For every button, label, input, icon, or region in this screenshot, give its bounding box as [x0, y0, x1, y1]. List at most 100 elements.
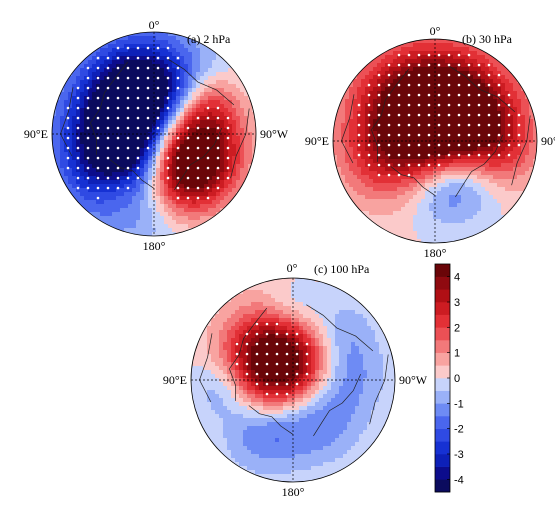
significance-dot — [427, 123, 431, 127]
field-cell — [461, 135, 466, 140]
field-cell — [223, 350, 228, 355]
field-cell — [196, 128, 201, 133]
field-cell — [405, 179, 410, 184]
field-cell — [195, 378, 200, 383]
field-cell — [140, 180, 145, 185]
field-cell — [429, 63, 434, 68]
field-cell — [172, 48, 177, 53]
field-cell — [92, 208, 97, 213]
field-cell — [441, 227, 446, 232]
field-cell — [56, 100, 61, 105]
significance-dot — [367, 163, 371, 167]
field-cell — [473, 151, 478, 156]
field-cell — [160, 160, 165, 165]
field-cell — [409, 151, 414, 156]
field-cell — [56, 144, 61, 149]
field-cell — [220, 176, 225, 181]
field-cell — [469, 187, 474, 192]
field-cell — [132, 112, 137, 117]
field-cell — [401, 83, 406, 88]
field-cell — [156, 176, 161, 181]
field-cell — [244, 96, 249, 101]
field-cell — [236, 184, 241, 189]
field-cell — [397, 207, 402, 212]
field-cell — [116, 120, 121, 125]
field-cell — [369, 199, 374, 204]
field-cell — [405, 83, 410, 88]
field-cell — [357, 199, 362, 204]
significance-dot — [407, 93, 411, 97]
field-cell — [120, 176, 125, 181]
significance-dot — [417, 83, 421, 87]
field-cell — [461, 195, 466, 200]
field-cell — [236, 120, 241, 125]
field-cell — [164, 152, 169, 157]
field-cell — [60, 168, 65, 173]
field-cell — [429, 155, 434, 160]
field-cell — [224, 120, 229, 125]
field-cell — [136, 132, 141, 137]
field-cell — [413, 167, 418, 172]
field-cell — [513, 131, 518, 136]
significance-dot — [86, 186, 90, 190]
field-cell — [68, 76, 73, 81]
field-cell — [176, 160, 181, 165]
field-cell — [72, 96, 77, 101]
field-cell — [208, 220, 213, 225]
field-cell — [445, 59, 450, 64]
field-cell — [184, 232, 189, 236]
field-cell — [361, 171, 366, 176]
field-cell — [56, 108, 61, 113]
significance-dot — [146, 76, 150, 80]
field-cell — [203, 370, 208, 375]
field-cell — [429, 119, 434, 124]
field-cell — [361, 215, 366, 220]
field-cell — [100, 48, 105, 53]
field-cell — [341, 107, 346, 112]
field-cell — [385, 167, 390, 172]
field-cell — [220, 156, 225, 161]
field-cell — [433, 223, 438, 228]
field-cell — [192, 128, 197, 133]
field-cell — [156, 40, 161, 45]
significance-dot — [397, 143, 401, 147]
significance-dot — [156, 126, 160, 130]
field-cell — [196, 96, 201, 101]
field-cell — [461, 75, 466, 80]
field-cell — [505, 143, 510, 148]
significance-dot — [116, 56, 120, 60]
field-cell — [365, 171, 370, 176]
field-cell — [385, 115, 390, 120]
field-cell — [224, 108, 229, 113]
significance-dot — [467, 93, 471, 97]
field-cell — [196, 148, 201, 153]
field-cell — [180, 60, 185, 65]
field-cell — [216, 188, 221, 193]
field-cell — [244, 120, 249, 125]
field-cell — [453, 71, 458, 76]
field-cell — [349, 135, 354, 140]
field-cell — [64, 176, 69, 181]
field-cell — [469, 135, 474, 140]
field-cell — [425, 147, 430, 152]
field-cell — [120, 72, 125, 77]
field-cell — [417, 119, 422, 124]
field-cell — [96, 160, 101, 165]
field-cell — [128, 216, 133, 221]
field-cell — [152, 104, 157, 109]
field-cell — [136, 184, 141, 189]
field-cell — [192, 184, 197, 189]
field-cell — [517, 187, 522, 192]
field-cell — [501, 199, 506, 204]
field-cell — [152, 52, 157, 57]
field-cell — [223, 326, 228, 331]
field-cell — [80, 92, 85, 97]
field-cell — [469, 127, 474, 132]
field-cell — [200, 184, 205, 189]
significance-dot — [437, 103, 441, 107]
field-cell — [469, 139, 474, 144]
field-cell — [168, 116, 173, 121]
significance-dot — [517, 113, 521, 117]
field-cell — [76, 168, 81, 173]
field-cell — [393, 75, 398, 80]
